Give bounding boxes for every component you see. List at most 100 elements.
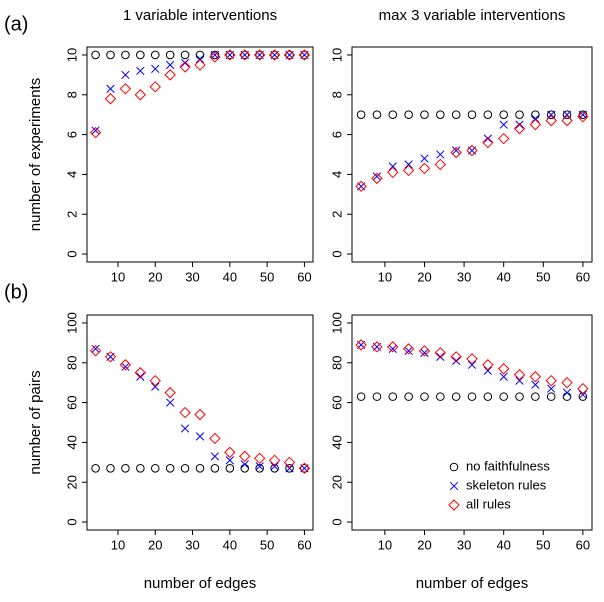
- x-tick-label: 10: [111, 269, 125, 284]
- point: [529, 118, 542, 131]
- point: [225, 50, 235, 60]
- point: [119, 83, 132, 95]
- point: [452, 356, 461, 365]
- point: [253, 452, 266, 465]
- point: [467, 110, 477, 119]
- point: [497, 363, 510, 375]
- point: [371, 172, 383, 185]
- point: [166, 398, 175, 407]
- y-tick-label: 8: [329, 91, 344, 98]
- point: [450, 146, 462, 159]
- point: [578, 390, 588, 399]
- x-tick-label: 30: [457, 537, 471, 552]
- panel-label: (b): [4, 281, 28, 303]
- point: [577, 110, 589, 123]
- point: [180, 50, 190, 60]
- point: [578, 110, 588, 119]
- series: [356, 110, 588, 191]
- point: [466, 353, 478, 365]
- point: [255, 463, 264, 473]
- point: [387, 166, 399, 179]
- x-tick-label: 20: [417, 537, 431, 552]
- point: [388, 392, 398, 401]
- x-tick-label: 40: [223, 269, 237, 284]
- point: [121, 50, 130, 60]
- point: [499, 392, 508, 401]
- series: [356, 340, 588, 399]
- point: [483, 366, 492, 375]
- x-tick-label: 10: [378, 537, 392, 552]
- point: [91, 126, 100, 135]
- point: [194, 408, 206, 421]
- x-axis-label: number of edges: [144, 575, 257, 592]
- point: [561, 376, 573, 389]
- point: [195, 432, 205, 441]
- series: [91, 463, 309, 473]
- point: [356, 110, 366, 119]
- point: [388, 162, 397, 171]
- point: [531, 392, 540, 401]
- point: [106, 463, 115, 473]
- point: [180, 463, 190, 473]
- point: [483, 110, 493, 119]
- panel-title: max 3 variable interventions: [379, 7, 566, 24]
- point: [497, 132, 510, 145]
- point: [402, 343, 415, 355]
- point: [387, 341, 399, 353]
- point: [482, 359, 494, 371]
- point: [513, 122, 526, 135]
- point: [562, 392, 572, 401]
- point: [547, 110, 556, 119]
- point: [531, 110, 540, 119]
- y-tick-label: 80: [64, 356, 79, 370]
- legend-label: skeleton rules: [466, 477, 547, 492]
- legend-symbol: [448, 499, 460, 511]
- x-tick-label: 10: [378, 269, 392, 284]
- point: [285, 463, 294, 473]
- point: [466, 144, 478, 157]
- y-tick-label: 20: [64, 475, 79, 489]
- point: [106, 84, 115, 93]
- point: [482, 136, 494, 149]
- point: [136, 50, 145, 60]
- point: [451, 392, 461, 401]
- point: [499, 120, 508, 129]
- x-tick-label: 20: [417, 269, 431, 284]
- point: [450, 351, 462, 363]
- point: [136, 463, 145, 473]
- point: [562, 388, 572, 397]
- point: [151, 64, 160, 74]
- point: [239, 450, 251, 463]
- y-tick-label: 100: [64, 312, 79, 334]
- legend-symbol: [449, 481, 459, 491]
- point: [150, 50, 160, 60]
- panel-label: (a): [4, 13, 28, 35]
- series: [355, 110, 589, 193]
- point: [545, 114, 557, 127]
- point: [515, 110, 524, 119]
- point: [513, 369, 526, 381]
- point: [371, 341, 383, 353]
- point: [121, 362, 130, 371]
- x-tick-label: 20: [148, 269, 162, 284]
- point: [224, 446, 236, 459]
- point: [436, 110, 445, 119]
- point: [151, 382, 160, 391]
- y-tick-label: 60: [329, 395, 344, 409]
- x-tick-label: 40: [496, 269, 510, 284]
- point: [180, 424, 190, 433]
- y-tick-label: 4: [329, 171, 344, 178]
- point: [195, 50, 205, 60]
- point: [578, 110, 588, 119]
- point: [404, 392, 413, 401]
- point: [420, 392, 429, 401]
- point: [209, 51, 221, 63]
- point: [356, 392, 366, 401]
- x-tick-label: 60: [576, 269, 590, 284]
- y-tick-label: 60: [64, 395, 79, 409]
- series: [89, 49, 311, 139]
- x-tick-label: 50: [536, 269, 550, 284]
- x-tick-label: 50: [536, 537, 550, 552]
- point: [545, 374, 557, 387]
